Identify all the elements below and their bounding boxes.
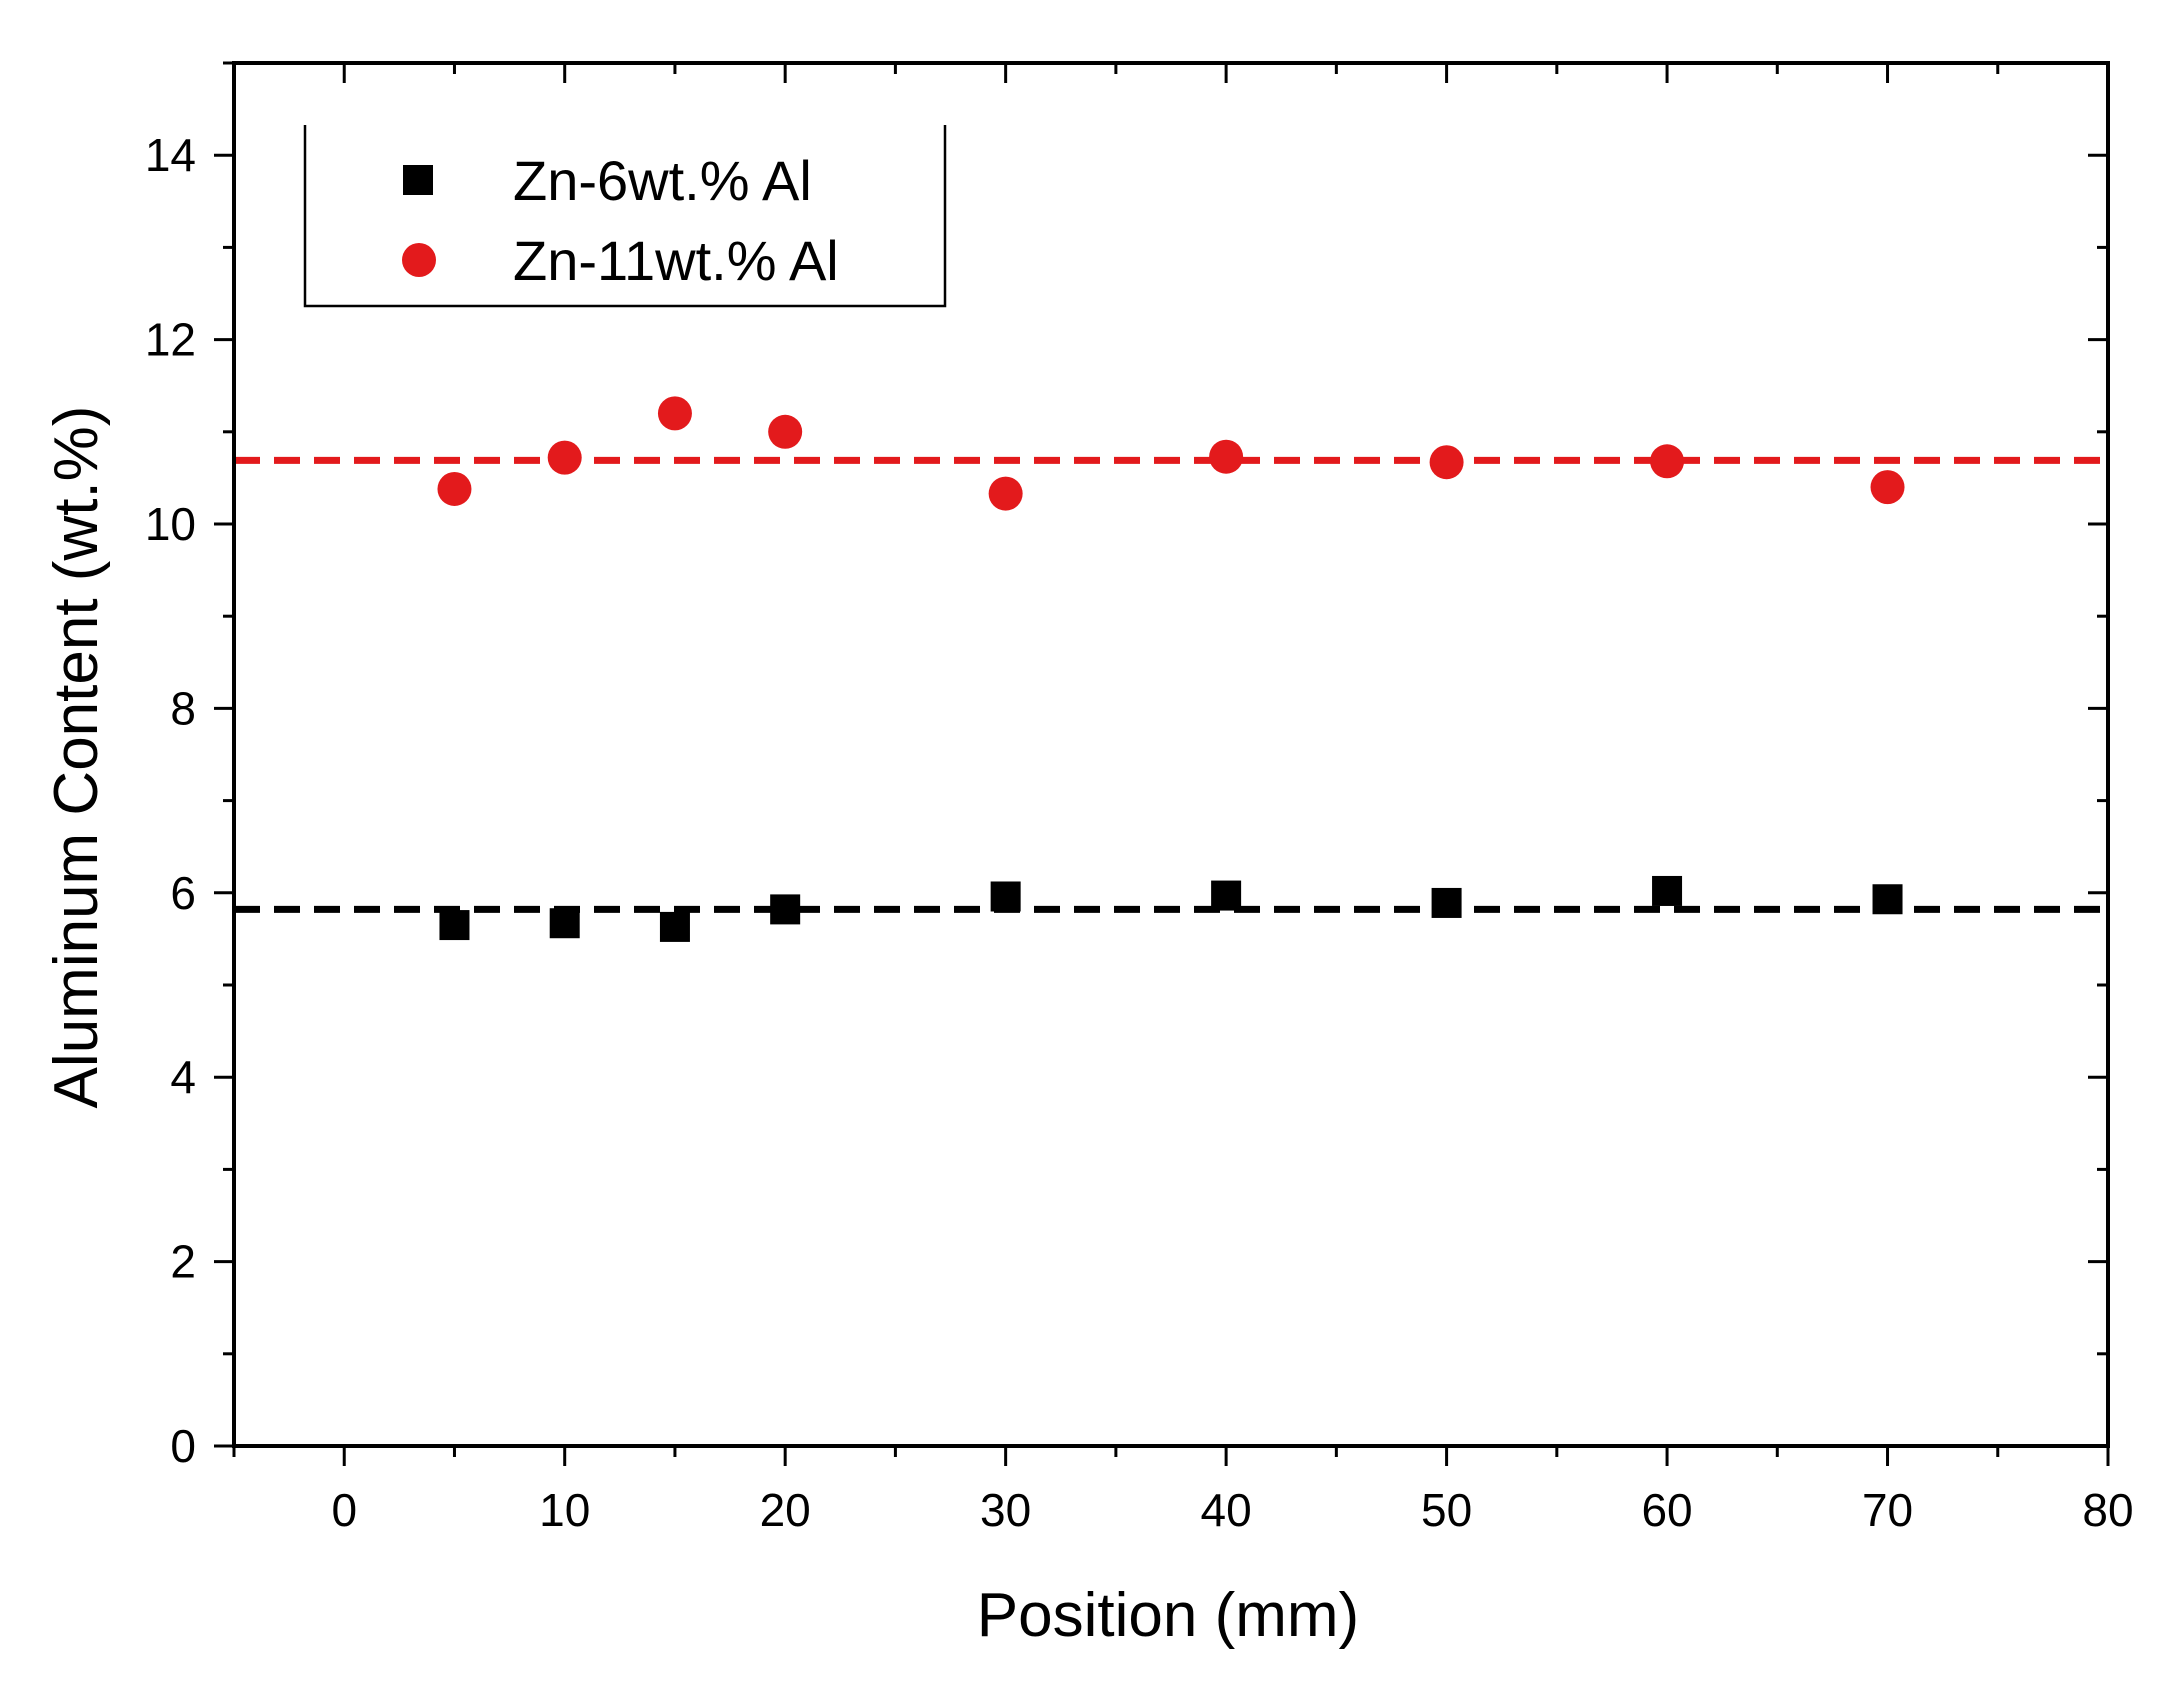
x-tick-label: 10: [539, 1484, 590, 1536]
y-tick-label: 4: [170, 1051, 196, 1103]
data-point-zn11: [768, 414, 803, 449]
data-point-zn6: [549, 908, 580, 939]
x-axis-title: Position (mm): [977, 1581, 1359, 1650]
legend-box: [303, 125, 947, 308]
data-point-zn11: [1650, 444, 1685, 479]
plot-frame: [232, 61, 2110, 1448]
y-tick-label: 14: [145, 129, 196, 181]
data-point-zn11: [1429, 445, 1464, 480]
data-point-zn11: [988, 476, 1023, 511]
data-point-zn6: [1431, 887, 1462, 918]
y-tick-label: 0: [170, 1420, 196, 1472]
x-tick-label: 50: [1421, 1484, 1472, 1536]
data-point-zn6: [439, 910, 470, 941]
legend-marker-zn11: [402, 243, 436, 277]
y-tick-label: 8: [170, 682, 196, 734]
data-point-zn11: [437, 471, 472, 506]
y-tick-label: 6: [170, 867, 196, 919]
legend: Zn-6wt.% Al Zn-11wt.% Al: [303, 125, 947, 308]
x-tick-label: 30: [980, 1484, 1031, 1536]
y-tick-label: 12: [145, 314, 196, 366]
legend-label-zn11: Zn-11wt.% Al: [513, 229, 839, 292]
x-tick-label: 80: [2082, 1484, 2133, 1536]
x-tick-label: 70: [1862, 1484, 1913, 1536]
x-tick-label: 40: [1201, 1484, 1252, 1536]
data-point-zn11: [547, 440, 582, 475]
data-point-zn6: [1872, 884, 1903, 915]
data-point-zn6: [659, 911, 690, 942]
data-point-zn11: [657, 396, 692, 431]
x-tick-label: 60: [1641, 1484, 1692, 1536]
y-tick-label: 2: [170, 1236, 196, 1288]
data-point-zn6: [1211, 880, 1242, 911]
data-point-zn6: [770, 894, 801, 925]
data-point-zn6: [1652, 875, 1683, 906]
y-axis-title: Aluminum Content (wt.%): [42, 406, 111, 1109]
axis-tick-labels: 0 10 20 30 40 50 60 70 80 0 2 4 6 8 10 12 14: [145, 129, 2134, 1536]
data-point-zn6: [990, 881, 1021, 912]
x-tick-label: 20: [760, 1484, 811, 1536]
data-points: [437, 396, 1905, 942]
reference-lines: [234, 456, 2108, 913]
x-tick-label: 0: [331, 1484, 357, 1536]
legend-marker-zn6: [403, 165, 433, 195]
axis-ticks: [214, 61, 2110, 1466]
y-tick-label: 10: [145, 498, 196, 550]
data-point-zn11: [1209, 439, 1244, 474]
legend-label-zn6: Zn-6wt.% Al: [513, 149, 812, 212]
data-point-zn11: [1870, 470, 1905, 505]
